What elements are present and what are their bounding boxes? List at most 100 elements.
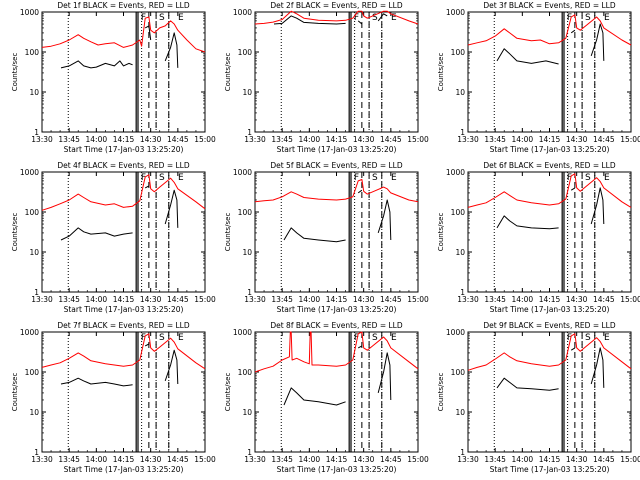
y-tick-label: 1000: [20, 168, 39, 177]
lld-series-line: [254, 179, 419, 203]
y-tick-label: 10: [455, 88, 465, 97]
x-tick-label: 13:30: [457, 455, 479, 464]
x-tick-label: 14:15: [539, 135, 561, 144]
x-tick-label: 13:45: [58, 455, 80, 464]
y-tick-label: 10: [242, 248, 252, 257]
marker-letter: F: [567, 333, 572, 343]
y-tick-label: 10: [242, 88, 252, 97]
marker-letter: S: [585, 333, 591, 343]
x-axis-label: Start Time (17-Jan-03 13:25:20): [64, 145, 184, 154]
x-tick-label: 14:30: [140, 135, 162, 144]
marker-letter: F: [141, 333, 146, 343]
panel-title: Det 1f BLACK = Events, RED = LLD: [57, 1, 190, 10]
x-axis-label: Start Time (17-Jan-03 13:25:20): [277, 305, 397, 314]
y-tick-label: 1000: [446, 168, 465, 177]
x-tick-label: 15:00: [620, 135, 640, 144]
x-axis-label: Start Time (17-Jan-03 13:25:20): [64, 305, 184, 314]
y-tick-label: 1: [34, 288, 39, 297]
x-tick-label: 13:45: [484, 295, 506, 304]
y-tick-label: 10: [242, 408, 252, 417]
marker-letter: S: [585, 173, 591, 183]
panel-det-9: Det 9f BLACK = Events, RED = LLD 1 10 100 10…: [437, 321, 640, 474]
marker-letter: F: [354, 333, 359, 343]
marker-letter: F: [141, 13, 146, 23]
marker-letter: F: [141, 173, 146, 183]
y-tick-label: 10: [29, 88, 39, 97]
lld-series-line: [254, 331, 419, 373]
y-tick-label: 1000: [233, 168, 252, 177]
x-tick-label: 13:45: [271, 295, 293, 304]
x-tick-label: 15:00: [407, 135, 429, 144]
x-tick-label: 15:00: [620, 295, 640, 304]
events-series-line: [60, 25, 179, 69]
x-tick-label: 14:15: [113, 135, 135, 144]
x-tick-label: 14:00: [299, 455, 321, 464]
panel-title: Det 4f BLACK = Events, RED = LLD: [57, 161, 190, 170]
y-tick-label: 100: [238, 48, 253, 57]
marker-letter: E: [391, 13, 397, 23]
y-tick-label: 1000: [20, 8, 39, 17]
x-tick-label: 14:45: [167, 135, 189, 144]
x-tick-label: 14:15: [113, 295, 135, 304]
panel-title: Det 3f BLACK = Events, RED = LLD: [483, 1, 616, 10]
x-tick-label: 13:30: [244, 135, 266, 144]
y-tick-label: 10: [29, 408, 39, 417]
events-series-line: [496, 187, 605, 230]
x-tick-label: 14:00: [299, 295, 321, 304]
marker-letter: E: [604, 13, 610, 23]
x-tick-label: 14:30: [140, 295, 162, 304]
x-tick-label: 14:30: [566, 135, 588, 144]
y-tick-label: 1: [247, 448, 252, 457]
x-tick-label: 13:30: [31, 135, 53, 144]
marker-letter: E: [604, 173, 610, 183]
y-axis-label: Counts/sec: [437, 213, 445, 252]
panel-title: Det 2f BLACK = Events, RED = LLD: [270, 1, 403, 10]
y-tick-label: 100: [25, 48, 40, 57]
panel-title: Det 5f BLACK = Events, RED = LLD: [270, 161, 403, 170]
marker-letter: E: [178, 333, 184, 343]
y-axis-label: Counts/sec: [437, 373, 445, 412]
marker-letter: S: [159, 173, 165, 183]
y-axis-label: Counts/sec: [11, 213, 19, 252]
x-axis-label: Start Time (17-Jan-03 13:25:20): [277, 465, 397, 474]
panel-title: Det 8f BLACK = Events, RED = LLD: [270, 321, 403, 330]
plot-frame: [254, 11, 419, 133]
y-axis-label: Counts/sec: [11, 53, 19, 92]
plot-frame: [41, 331, 206, 453]
marker-letter: E: [391, 333, 397, 343]
x-tick-label: 14:45: [380, 295, 402, 304]
x-tick-label: 14:45: [593, 455, 615, 464]
x-tick-label: 14:00: [86, 135, 108, 144]
panel-det-5: Det 5f BLACK = Events, RED = LLD 1 10 100 10…: [224, 161, 429, 314]
x-tick-label: 14:15: [326, 295, 348, 304]
x-tick-label: 14:00: [299, 135, 321, 144]
x-tick-label: 14:30: [353, 455, 375, 464]
panel-det-6: Det 6f BLACK = Events, RED = LLD 1 10 100 10…: [437, 161, 640, 314]
marker-letter: S: [372, 333, 378, 343]
x-tick-label: 14:15: [326, 455, 348, 464]
y-tick-label: 1000: [233, 328, 252, 337]
x-tick-label: 13:45: [58, 295, 80, 304]
lld-series-line: [41, 333, 206, 370]
y-tick-label: 100: [238, 368, 253, 377]
marker-letter: E: [178, 173, 184, 183]
y-tick-label: 100: [25, 368, 40, 377]
events-series-line: [283, 345, 392, 406]
y-tick-label: 100: [25, 208, 40, 217]
x-tick-label: 13:30: [31, 455, 53, 464]
x-tick-label: 14:30: [353, 135, 375, 144]
x-tick-label: 15:00: [194, 455, 216, 464]
y-tick-label: 1: [247, 288, 252, 297]
marker-letter: S: [372, 13, 378, 23]
x-tick-label: 14:00: [512, 455, 534, 464]
x-tick-label: 14:45: [593, 295, 615, 304]
x-tick-label: 14:45: [380, 135, 402, 144]
marker-letter: F: [567, 173, 572, 183]
y-axis-label: Counts/sec: [224, 213, 232, 252]
y-tick-label: 100: [451, 368, 466, 377]
marker-letter: E: [604, 333, 610, 343]
y-tick-label: 1: [460, 288, 465, 297]
panel-det-2: Det 2f BLACK = Events, RED = LLD 1 10 100 10…: [224, 1, 429, 154]
x-axis-label: Start Time (17-Jan-03 13:25:20): [490, 305, 610, 314]
x-tick-label: 13:45: [58, 135, 80, 144]
